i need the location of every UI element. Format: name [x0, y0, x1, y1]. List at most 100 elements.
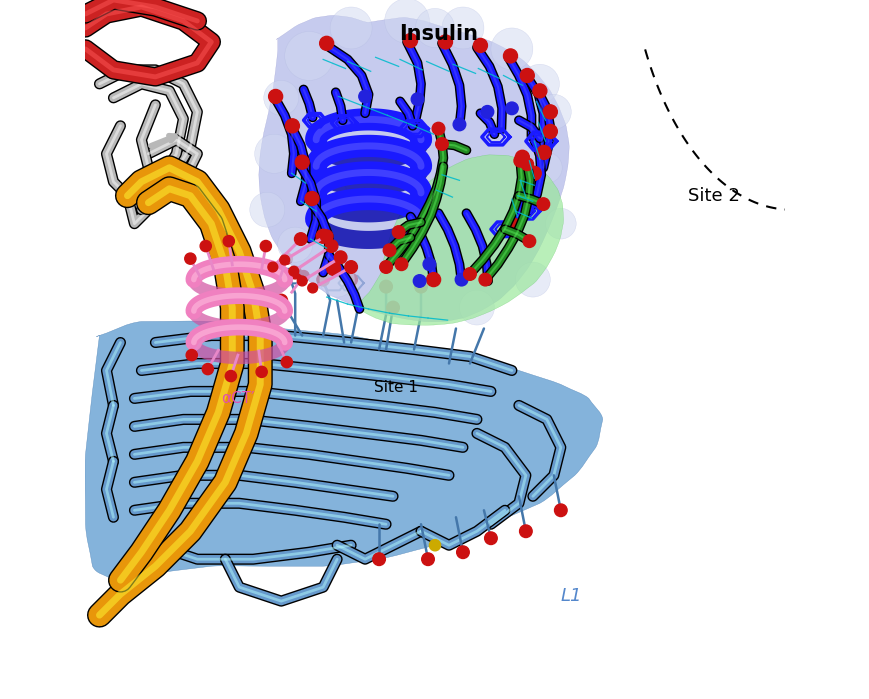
Circle shape [514, 262, 550, 297]
Circle shape [387, 301, 399, 314]
Circle shape [520, 64, 559, 103]
Circle shape [531, 152, 561, 183]
Circle shape [269, 89, 282, 103]
Text: αCT′: αCT′ [221, 391, 255, 406]
Circle shape [344, 273, 357, 286]
Circle shape [490, 28, 532, 70]
Circle shape [435, 138, 448, 150]
Circle shape [255, 366, 267, 377]
Circle shape [319, 262, 355, 297]
Circle shape [514, 150, 528, 164]
Text: L1: L1 [561, 586, 581, 605]
Circle shape [268, 262, 277, 272]
Circle shape [522, 235, 535, 247]
Circle shape [200, 240, 211, 252]
Circle shape [305, 192, 319, 206]
Circle shape [463, 268, 475, 280]
Circle shape [184, 253, 196, 264]
Circle shape [297, 276, 307, 286]
PathPatch shape [85, 321, 602, 580]
Circle shape [392, 226, 404, 238]
Circle shape [554, 504, 567, 517]
Circle shape [285, 119, 299, 133]
Circle shape [289, 266, 302, 279]
Circle shape [320, 230, 333, 243]
Circle shape [186, 350, 197, 361]
Circle shape [255, 134, 294, 173]
Circle shape [453, 118, 465, 131]
Circle shape [281, 356, 292, 368]
Circle shape [277, 227, 312, 262]
Circle shape [403, 34, 417, 48]
Circle shape [384, 0, 429, 43]
Circle shape [225, 370, 236, 382]
Text: Insulin: Insulin [399, 24, 477, 43]
Circle shape [202, 363, 213, 375]
Circle shape [441, 7, 483, 49]
Circle shape [383, 244, 395, 257]
Circle shape [275, 294, 287, 307]
Circle shape [454, 273, 468, 286]
Circle shape [432, 122, 444, 135]
Circle shape [415, 8, 454, 48]
Circle shape [426, 273, 440, 287]
Circle shape [438, 35, 452, 49]
Circle shape [312, 178, 348, 213]
Circle shape [280, 255, 289, 265]
Circle shape [308, 283, 317, 293]
Circle shape [520, 69, 534, 82]
Circle shape [411, 93, 423, 106]
Circle shape [413, 275, 426, 287]
Circle shape [543, 105, 557, 119]
Circle shape [422, 258, 435, 271]
Circle shape [295, 233, 307, 245]
Circle shape [289, 266, 298, 276]
Circle shape [334, 251, 347, 264]
Circle shape [519, 525, 532, 538]
PathPatch shape [356, 155, 563, 325]
Circle shape [481, 106, 493, 118]
Circle shape [358, 90, 371, 103]
Circle shape [298, 271, 308, 282]
Circle shape [456, 546, 468, 559]
Circle shape [395, 258, 408, 271]
Circle shape [479, 273, 491, 286]
Circle shape [380, 261, 392, 273]
Circle shape [527, 166, 541, 180]
Circle shape [514, 154, 526, 167]
Circle shape [372, 553, 385, 565]
Circle shape [543, 124, 557, 138]
Circle shape [503, 49, 517, 63]
Circle shape [421, 553, 434, 565]
Circle shape [473, 38, 487, 52]
Text: Site 1: Site 1 [374, 380, 418, 396]
Circle shape [415, 280, 427, 293]
Circle shape [295, 155, 308, 169]
Circle shape [319, 36, 334, 50]
Circle shape [249, 192, 284, 227]
Text: Site 2: Site 2 [687, 187, 739, 205]
Circle shape [536, 94, 571, 129]
Circle shape [260, 240, 271, 252]
Circle shape [484, 532, 497, 545]
PathPatch shape [259, 15, 568, 322]
Circle shape [380, 280, 392, 293]
Circle shape [536, 198, 549, 210]
Circle shape [281, 253, 292, 264]
Circle shape [429, 540, 440, 551]
Circle shape [284, 31, 334, 80]
Circle shape [506, 218, 520, 232]
Circle shape [536, 145, 550, 159]
Circle shape [316, 273, 329, 286]
Circle shape [505, 102, 518, 115]
Circle shape [532, 84, 547, 98]
Circle shape [459, 290, 494, 325]
Circle shape [326, 261, 341, 275]
Circle shape [223, 236, 234, 247]
Circle shape [521, 158, 533, 171]
Circle shape [325, 240, 337, 252]
Circle shape [263, 80, 298, 115]
Circle shape [329, 7, 372, 49]
Circle shape [344, 261, 357, 273]
Circle shape [315, 229, 329, 243]
